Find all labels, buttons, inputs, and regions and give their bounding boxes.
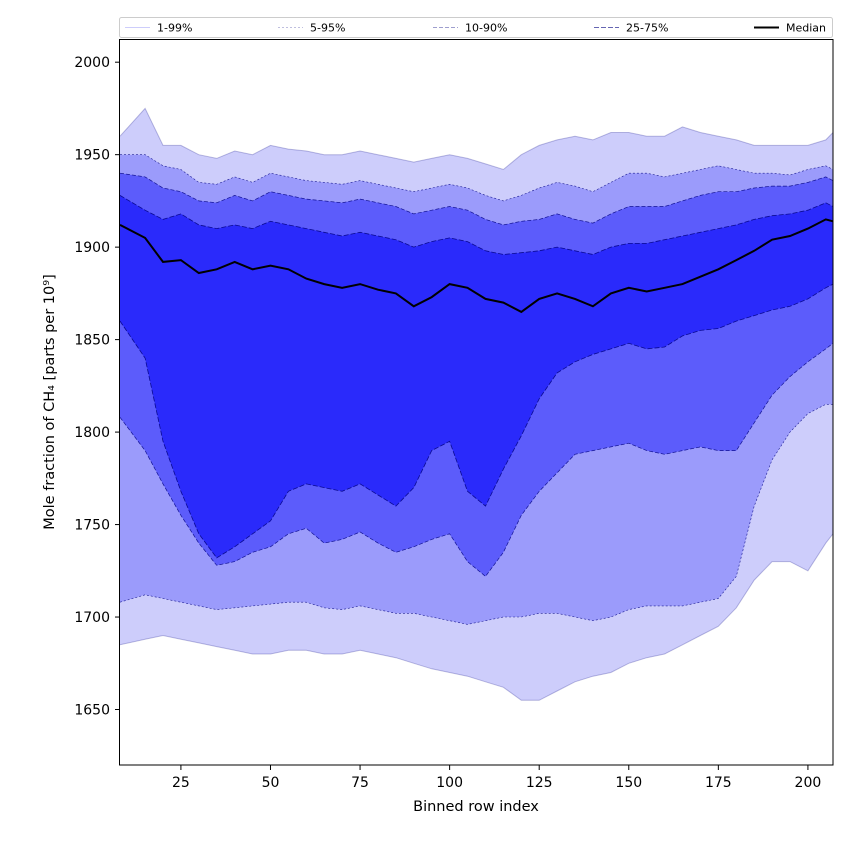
y-tick-label: 1750: [74, 518, 110, 534]
x-tick-label: 175: [705, 775, 732, 791]
legend-label: 10-90%: [465, 22, 507, 35]
legend-label: 1-99%: [157, 22, 192, 35]
y-tick-label: 1900: [74, 240, 110, 256]
x-tick-label: 75: [351, 775, 369, 791]
x-tick-label: 100: [436, 775, 463, 791]
y-axis: 1650 1700 1750 1800 1850 1900 1950 2000: [74, 55, 120, 719]
band-1-99-upper-edge: [119, 107, 834, 171]
band-10-90-upper-edge: [119, 172, 834, 226]
x-tick-label: 200: [795, 775, 822, 791]
median-layer: [119, 218, 834, 314]
percentile-bands: [119, 107, 834, 701]
x-tick-label: 25: [172, 775, 190, 791]
band-25-75-upper-edge: [119, 195, 834, 255]
x-axis-label: Binned row index: [413, 799, 539, 815]
y-tick-label: 1850: [74, 333, 110, 349]
x-axis: 25 50 75 100 125 150 175 200: [172, 765, 821, 791]
y-tick-label: 2000: [74, 55, 110, 71]
median-line: [119, 218, 834, 314]
band-5-95-lower-edge: [119, 404, 833, 625]
y-tick-label: 1650: [74, 703, 110, 719]
y-tick-label: 1700: [74, 610, 110, 626]
y-tick-label: 1950: [74, 148, 110, 164]
band-1-99-lower-edge: [119, 533, 834, 701]
plot-frame: [119, 39, 834, 766]
y-axis-label: Mole fraction of CH₄ [parts per 10⁹]: [42, 274, 58, 529]
band-25-75: [120, 195, 833, 558]
legend-box: [119, 17, 833, 38]
x-tick-label: 50: [262, 775, 280, 791]
band-5-95-upper-edge: [120, 154, 834, 202]
legend-label: Median: [786, 22, 826, 35]
legend-label: 25-75%: [626, 22, 668, 35]
legend-label: 5-95%: [310, 22, 345, 35]
x-tick-label: 125: [526, 775, 553, 791]
legend: 1-99% 5-95% 10-90% 25-75% Median: [119, 17, 833, 38]
x-tick-label: 150: [615, 775, 642, 791]
y-tick-label: 1800: [74, 425, 110, 441]
band-25-75-lower-edge: [119, 283, 834, 559]
